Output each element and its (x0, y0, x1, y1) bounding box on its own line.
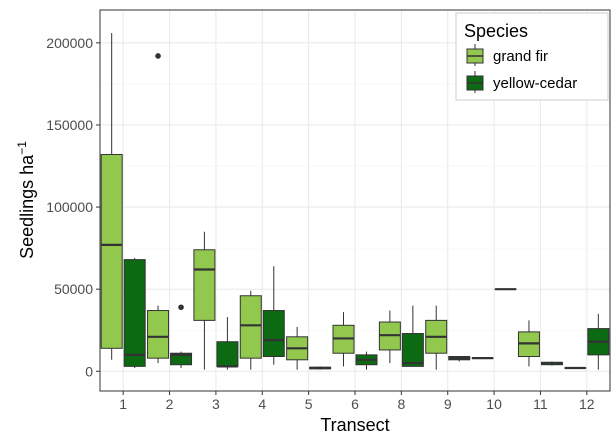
x-tick-label: 1 (119, 396, 127, 412)
grid-lines (100, 10, 610, 391)
y-axis-title: Seedlings ha−1 (15, 141, 37, 259)
x-tick-label: 12 (579, 396, 595, 412)
x-tick-label: 10 (486, 396, 502, 412)
y-axis-title-main: Seedlings ha (17, 154, 37, 259)
legend-label: grand fir (493, 48, 548, 65)
x-tick-label: 11 (533, 396, 548, 412)
legend-label: yellow-cedar (493, 75, 577, 92)
legend: Species grand fir yellow-cedar (455, 12, 609, 101)
x-tick-label: 5 (305, 396, 313, 412)
box-grand-fir (147, 310, 170, 359)
box-grand-fir (193, 249, 216, 321)
y-tick-label: 100000 (46, 199, 93, 215)
x-tick-label: 4 (258, 396, 266, 412)
box-yellow-cedar (170, 352, 193, 366)
x-tick-label: 3 (212, 396, 220, 412)
legend-title: Species (464, 21, 528, 41)
y-axis-title-superscript: −1 (15, 141, 29, 155)
y-tick-label: 0 (85, 363, 93, 379)
box-yellow-cedar (123, 259, 146, 367)
x-axis-ticks: 1 2 3 4 5 6 8 9 10 11 12 (119, 391, 595, 412)
y-tick-label: 50000 (54, 281, 93, 297)
x-axis-title: Transect (320, 415, 389, 435)
x-tick-label: 2 (166, 396, 174, 412)
legend-items: grand fir yellow-cedar (466, 44, 577, 93)
y-axis-ticks: 0 50000 100000 150000 200000 (46, 35, 100, 379)
box-yellow-cedar (216, 341, 239, 367)
x-tick-label: 8 (397, 396, 405, 412)
outliers-layer (155, 53, 184, 311)
box-yellow-cedar (401, 333, 424, 367)
outlier-point (178, 304, 184, 311)
x-tick-label: 9 (444, 396, 452, 412)
box-grand-fir (100, 154, 123, 349)
medians-layer (101, 243, 609, 370)
box-yellow-cedar (262, 310, 285, 358)
box-grand-fir (239, 295, 262, 359)
outlier-point (155, 53, 161, 59)
y-tick-label: 150000 (46, 117, 93, 133)
x-tick-label: 6 (351, 396, 359, 412)
y-tick-label: 200000 (46, 35, 93, 51)
